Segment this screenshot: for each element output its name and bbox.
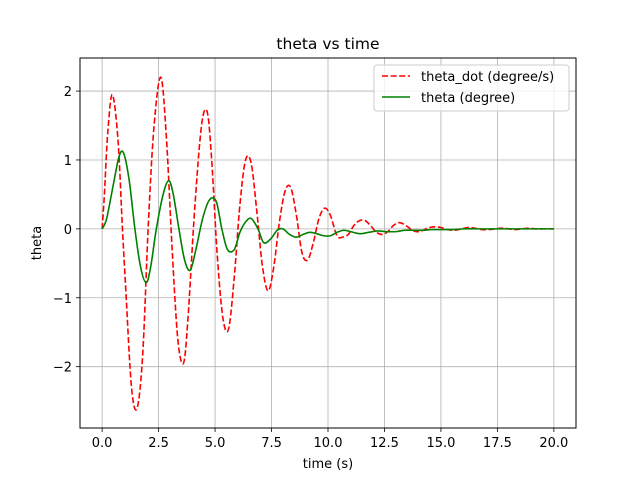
x-tick-label: 10.0 xyxy=(314,436,343,451)
series-lines xyxy=(101,76,554,411)
x-tick-label: 2.5 xyxy=(148,436,169,451)
x-tick-label: 7.5 xyxy=(261,436,282,451)
y-tick-label: 2 xyxy=(64,85,72,100)
x-tick-label: 17.5 xyxy=(483,436,512,451)
x-tick-label: 20.0 xyxy=(539,436,568,451)
legend: theta_dot (degree/s) theta (degree) xyxy=(373,64,570,112)
x-tick-label: 12.5 xyxy=(370,436,399,451)
y-tick-label: −2 xyxy=(53,361,72,376)
y-axis-label: theta xyxy=(30,226,45,260)
x-tick-label: 0.0 xyxy=(92,436,113,451)
legend-label-theta: theta (degree) xyxy=(421,91,515,106)
y-tick-label: −1 xyxy=(53,292,72,307)
legend-label-theta-dot: theta_dot (degree/s) xyxy=(421,70,554,85)
chart-title: theta vs time xyxy=(276,35,379,53)
x-tick-label: 5.0 xyxy=(205,436,226,451)
series-line-theta-dot xyxy=(101,76,554,411)
x-axis-label: time (s) xyxy=(303,457,353,472)
axis-ticks: 0.0 2.5 5.0 7.5 10.0 12.5 15.0 17.5 20.0 −2 −1 0 1 2 xyxy=(53,85,569,451)
y-tick-label: 0 xyxy=(64,223,72,238)
series-line-theta xyxy=(101,150,554,284)
y-tick-label: 1 xyxy=(64,154,72,169)
legend-box xyxy=(373,64,570,112)
x-tick-label: 15.0 xyxy=(426,436,455,451)
grid-lines xyxy=(80,58,576,428)
